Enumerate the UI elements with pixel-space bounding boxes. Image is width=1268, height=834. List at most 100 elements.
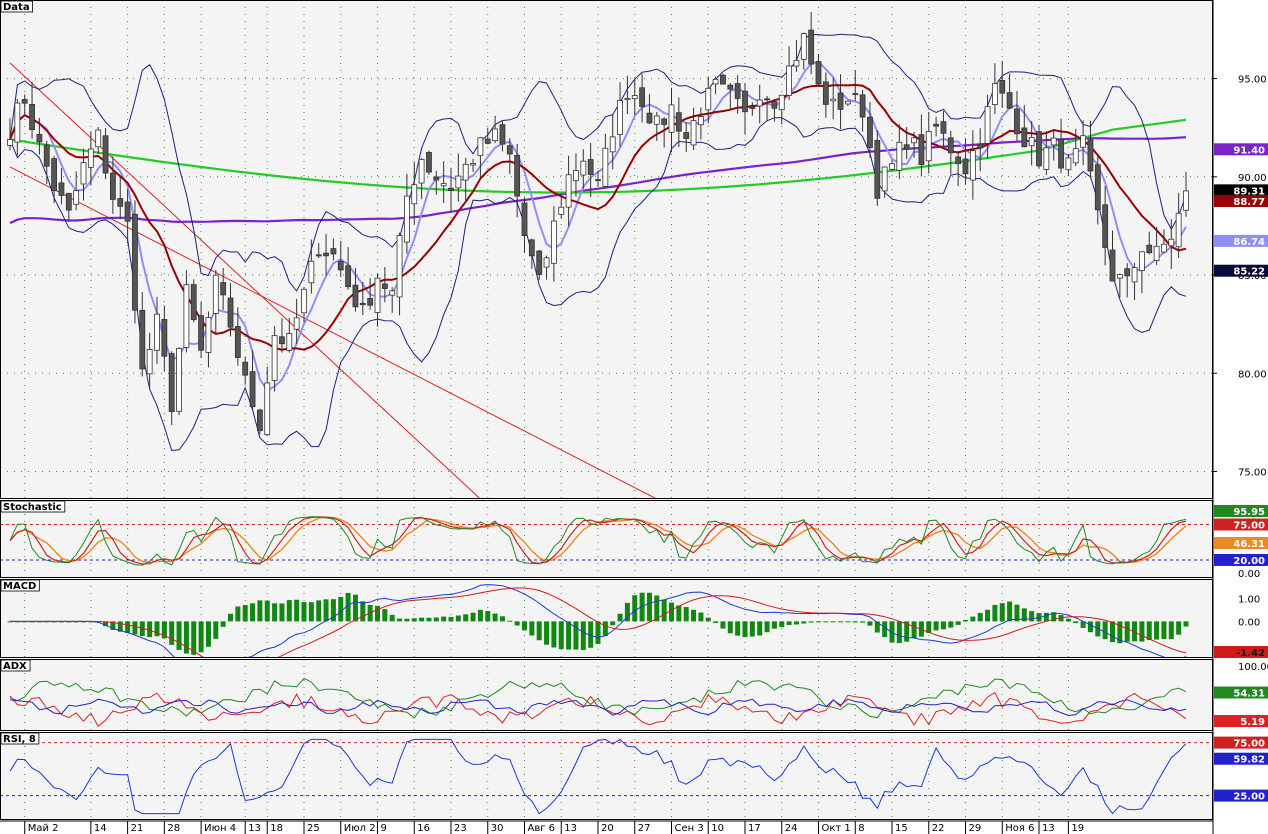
candle-body[interactable]: [551, 220, 557, 264]
candle-body[interactable]: [631, 95, 638, 100]
candle-body[interactable]: [132, 213, 138, 311]
candle-body[interactable]: [852, 93, 859, 95]
candle-body[interactable]: [212, 274, 219, 314]
candle-body[interactable]: [521, 202, 528, 237]
candle-body[interactable]: [756, 99, 763, 107]
candle-body[interactable]: [1146, 244, 1153, 254]
candle-body[interactable]: [528, 239, 535, 257]
candle-body[interactable]: [1014, 108, 1020, 135]
candle-body[interactable]: [205, 317, 212, 353]
trendline[interactable]: [9, 62, 481, 499]
candle-body[interactable]: [470, 163, 476, 166]
candle-body[interactable]: [462, 163, 469, 181]
candle-body[interactable]: [1006, 92, 1013, 109]
candle-body[interactable]: [793, 59, 800, 67]
candle-body[interactable]: [639, 87, 645, 107]
candle-body[interactable]: [345, 265, 352, 288]
candle-body[interactable]: [822, 81, 829, 105]
candle-body[interactable]: [286, 333, 293, 351]
candle-body[interactable]: [1168, 238, 1175, 247]
candle-body[interactable]: [337, 261, 344, 271]
candle-body[interactable]: [21, 99, 28, 104]
candle-body[interactable]: [587, 159, 594, 175]
candle-body[interactable]: [176, 348, 182, 412]
candle-body[interactable]: [315, 254, 322, 257]
candle-body[interactable]: [234, 326, 241, 358]
candle-body[interactable]: [293, 317, 300, 330]
candle-body[interactable]: [903, 144, 910, 150]
candle-body[interactable]: [992, 83, 998, 105]
candle-body[interactable]: [323, 252, 329, 257]
candle-body[interactable]: [874, 140, 881, 199]
candle-body[interactable]: [374, 277, 381, 313]
candle-body[interactable]: [911, 137, 917, 144]
candle-body[interactable]: [352, 284, 359, 308]
candle-body[interactable]: [565, 174, 572, 208]
candle-body[interactable]: [778, 94, 785, 111]
candle-body[interactable]: [514, 154, 521, 197]
candle-body[interactable]: [1131, 267, 1138, 283]
candle-body[interactable]: [433, 176, 440, 181]
candle-body[interactable]: [536, 250, 543, 275]
candle-body[interactable]: [43, 144, 50, 167]
candle-body[interactable]: [786, 65, 792, 96]
candle-body[interactable]: [705, 87, 712, 111]
candle-body[interactable]: [1072, 148, 1079, 164]
candle-body[interactable]: [440, 183, 447, 187]
candle-body[interactable]: [102, 135, 109, 174]
candle-body[interactable]: [830, 98, 837, 102]
candle-body[interactable]: [962, 158, 969, 175]
candle-body[interactable]: [698, 116, 704, 126]
candle-body[interactable]: [1050, 137, 1057, 146]
candle-body[interactable]: [977, 143, 984, 149]
candle-body[interactable]: [271, 335, 278, 381]
candle-body[interactable]: [301, 288, 307, 314]
candle-body[interactable]: [484, 138, 491, 144]
candle-body[interactable]: [1109, 249, 1116, 282]
candle-body[interactable]: [14, 102, 21, 143]
candle-body[interactable]: [683, 132, 690, 139]
candle-body[interactable]: [595, 179, 601, 182]
candle-body[interactable]: [881, 166, 888, 192]
candle-body[interactable]: [558, 206, 565, 215]
candle-body[interactable]: [367, 298, 374, 306]
candle-body[interactable]: [742, 90, 748, 113]
candle-body[interactable]: [1102, 204, 1109, 248]
candle-body[interactable]: [867, 116, 873, 148]
candle-body[interactable]: [87, 148, 94, 168]
candle-body[interactable]: [492, 128, 499, 142]
candle-body[interactable]: [1183, 190, 1189, 211]
candle-body[interactable]: [1153, 245, 1160, 261]
candle-body[interactable]: [124, 201, 131, 222]
candle-body[interactable]: [690, 120, 697, 146]
candle-body[interactable]: [139, 309, 146, 370]
candle-body[interactable]: [1094, 164, 1101, 211]
trendline[interactable]: [9, 166, 658, 499]
candle-body[interactable]: [1080, 135, 1086, 148]
candle-body[interactable]: [837, 92, 844, 110]
candle-body[interactable]: [1124, 268, 1131, 277]
candle-body[interactable]: [727, 84, 734, 90]
candle-body[interactable]: [646, 112, 653, 124]
candle-body[interactable]: [1043, 147, 1050, 170]
candle-body[interactable]: [7, 139, 13, 146]
candle-body[interactable]: [808, 29, 815, 65]
candle-body[interactable]: [389, 290, 396, 296]
candle-body[interactable]: [712, 78, 719, 85]
candle-body[interactable]: [227, 297, 234, 328]
candle-body[interactable]: [168, 353, 175, 413]
candle-body[interactable]: [73, 190, 80, 205]
candle-body[interactable]: [984, 106, 991, 144]
candle-body[interactable]: [161, 319, 168, 357]
candle-body[interactable]: [396, 235, 403, 298]
candle-body[interactable]: [426, 151, 432, 173]
candle-body[interactable]: [609, 136, 616, 153]
candle-body[interactable]: [183, 284, 190, 348]
candle-body[interactable]: [279, 336, 285, 345]
candle-body[interactable]: [999, 79, 1006, 94]
candle-body[interactable]: [675, 112, 682, 132]
candle-body[interactable]: [58, 182, 65, 196]
candle-body[interactable]: [249, 371, 256, 408]
candle-body[interactable]: [925, 130, 932, 162]
candle-body[interactable]: [969, 150, 976, 181]
